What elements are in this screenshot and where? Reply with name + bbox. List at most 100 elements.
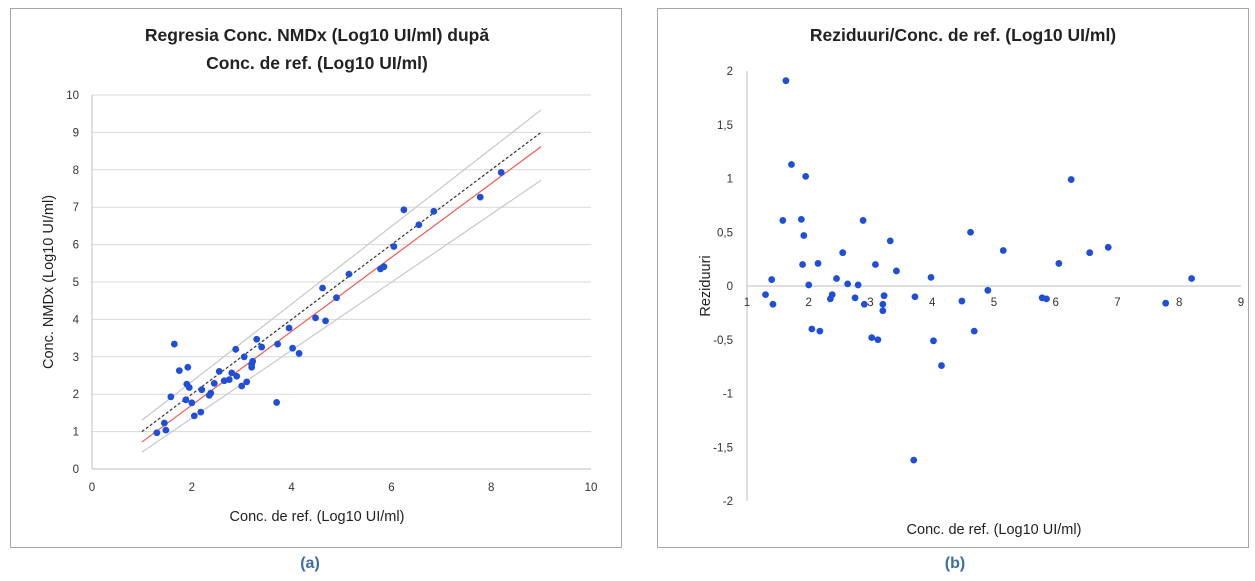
chart-b-x-axis-label: Conc. de ref. (Log10 UI/ml) xyxy=(907,522,1082,538)
chart-a-point xyxy=(319,284,326,292)
chart-a-y-tick: 1 xyxy=(73,427,79,439)
chart-a-point xyxy=(167,393,175,401)
chart-b-point xyxy=(788,161,795,168)
chart-b-point xyxy=(893,267,900,275)
chart-b-x-tick: 8 xyxy=(1176,297,1182,309)
chart-b-x-tick: 3 xyxy=(867,297,873,309)
chart-b-point xyxy=(844,280,852,288)
chart-b-y-tick: 1,5 xyxy=(717,120,733,132)
chart-a-point xyxy=(162,426,170,434)
chart-a-point xyxy=(380,263,388,271)
chart-b-point xyxy=(872,261,879,268)
chart-b-point xyxy=(782,77,790,85)
chart-b-point xyxy=(828,291,836,298)
chart-a-title-line-2: Conc. de ref. (Log10 UI/ml) xyxy=(206,53,428,73)
chart-a-upper-confidence-band xyxy=(141,109,542,421)
chart-b-point xyxy=(911,293,919,301)
chart-b-point xyxy=(868,334,876,341)
chart-b-point xyxy=(1104,243,1112,251)
chart-a-point xyxy=(210,379,218,387)
chart-a-point xyxy=(170,340,178,348)
caption-a: (a) xyxy=(300,555,320,572)
chart-b-x-tick: 7 xyxy=(1114,297,1120,309)
chart-a-x-tick: 2 xyxy=(189,482,195,494)
chart-b-point xyxy=(1067,176,1075,183)
chart-b-point xyxy=(967,228,974,236)
chart-a-y-tick: 3 xyxy=(73,352,79,364)
chart-a-y-tick: 8 xyxy=(73,165,79,177)
chart-a-point xyxy=(274,340,282,348)
chart-b-point xyxy=(839,249,847,257)
chart-a-point xyxy=(312,314,319,322)
chart-b-point xyxy=(1086,249,1094,257)
chart-a-point xyxy=(215,367,223,375)
chart-b-y-tick: -1,5 xyxy=(713,442,733,454)
chart-a-point xyxy=(333,294,340,302)
chart-a-y-tick: 7 xyxy=(73,202,79,214)
chart-a-point xyxy=(430,207,438,215)
chart-b-y-tick: 0 xyxy=(727,281,733,293)
chart-a-point xyxy=(175,367,183,375)
chart-a-y-tick: 6 xyxy=(73,240,79,252)
caption-b: (b) xyxy=(944,555,966,572)
chart-a-point xyxy=(249,357,257,365)
chart-b-x-tick: 1 xyxy=(744,297,750,309)
chart-b-y-tick: 2 xyxy=(727,66,733,78)
chart-a-x-tick: 10 xyxy=(585,482,598,494)
chart-b-y-tick: 1 xyxy=(727,174,733,186)
chart-a-point xyxy=(198,386,206,394)
chart-b-point xyxy=(802,172,810,180)
chart-b-point xyxy=(1188,275,1195,282)
chart-a-regression-line xyxy=(141,146,542,443)
chart-b-point xyxy=(833,275,840,282)
chart-a-y-tick: 10 xyxy=(66,90,79,102)
chart-a-point xyxy=(295,350,303,357)
chart-a-point xyxy=(238,382,246,390)
chart-a-point xyxy=(233,372,241,380)
chart-b-y-axis-label: Reziduuri xyxy=(698,255,714,316)
chart-b-point xyxy=(816,327,824,335)
chart-b-x-tick: 9 xyxy=(1238,297,1244,309)
chart-b-x-tick: 6 xyxy=(1053,297,1059,309)
chart-b-point xyxy=(769,300,777,308)
chart-a-panel: Regresia Conc. NMDx (Log10 UI/ml) după Co… xyxy=(10,8,622,548)
chart-a-point xyxy=(415,221,423,229)
chart-a-point xyxy=(160,419,168,427)
chart-a-point xyxy=(400,206,408,214)
chart-a-point xyxy=(182,396,190,404)
chart-b-point xyxy=(984,286,992,294)
chart-b-point xyxy=(938,362,945,369)
chart-b-title: Reziduuri/Conc. de ref. (Log10 UI/ml) xyxy=(810,25,1116,45)
chart-a-point xyxy=(273,399,281,406)
chart-b-point xyxy=(851,294,859,302)
chart-b-panel: Reziduuri/Conc. de ref. (Log10 UI/ml) 2 1,… xyxy=(657,8,1249,548)
chart-b-point xyxy=(910,456,918,464)
chart-a-identity-line xyxy=(141,131,542,433)
chart-a-x-tick: 0 xyxy=(89,482,95,494)
chart-a-y-tick: 4 xyxy=(73,314,80,326)
chart-b-point xyxy=(1162,299,1170,307)
chart-b-y-tick: -2 xyxy=(723,496,733,508)
chart-a-lower-confidence-band xyxy=(141,179,542,453)
chart-b-point xyxy=(879,300,887,308)
chart-b-point xyxy=(860,300,868,308)
chart-a-point xyxy=(322,317,329,325)
chart-b-point xyxy=(797,215,805,223)
chart-b-point xyxy=(779,217,787,224)
chart-a-y-axis-label: Conc. NMDx (Log10 UI/ml) xyxy=(41,195,57,369)
chart-a-x-tick: 6 xyxy=(388,482,394,494)
chart-b-point xyxy=(799,261,806,268)
chart-b-point xyxy=(1055,260,1063,267)
chart-a-y-tick: 5 xyxy=(73,277,79,289)
chart-a-point xyxy=(228,369,236,377)
chart-b-point xyxy=(879,307,887,315)
chart-b-point xyxy=(930,337,937,345)
chart-b-point xyxy=(800,232,808,239)
chart-a-x-tick: 8 xyxy=(488,482,494,494)
chart-b-point xyxy=(859,217,867,224)
chart-a-point xyxy=(197,408,205,416)
chart-a-title-line-1: Regresia Conc. NMDx (Log10 UI/ml) după xyxy=(145,25,489,45)
chart-a-point xyxy=(285,324,293,332)
chart-a-point xyxy=(190,412,198,420)
chart-a-y-tick: 2 xyxy=(73,389,79,401)
